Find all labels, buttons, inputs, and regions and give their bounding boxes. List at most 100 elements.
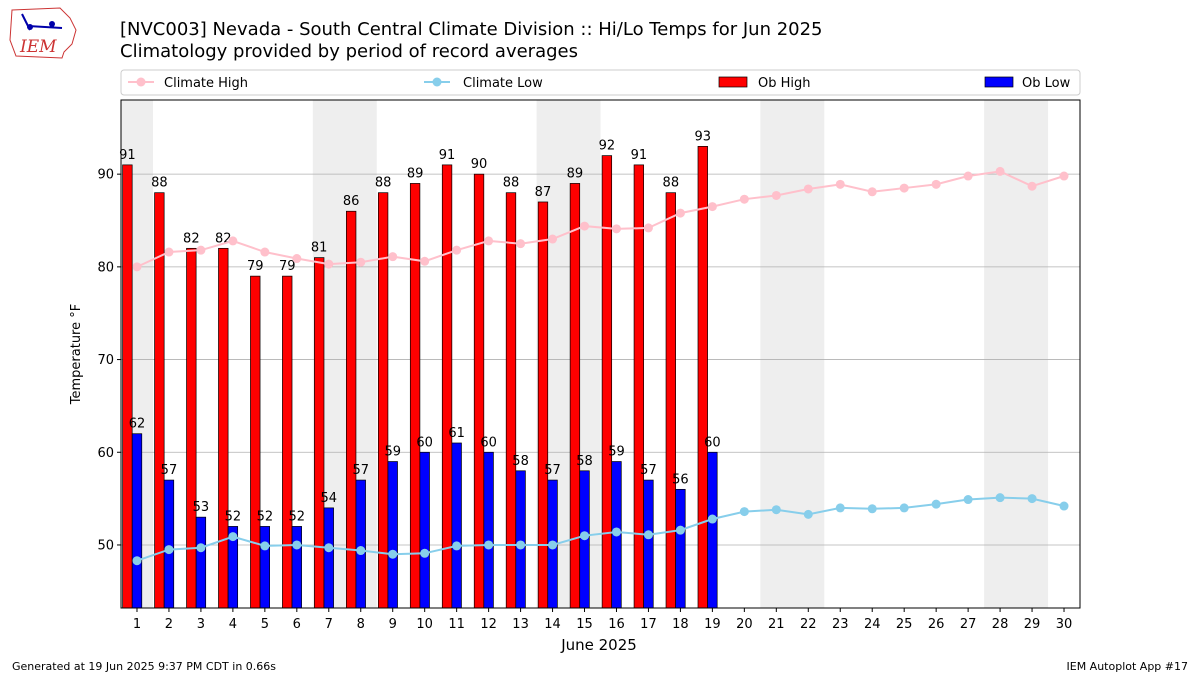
line	[136, 170, 1065, 268]
logo: IEM	[9, 7, 77, 59]
line-point	[963, 495, 973, 505]
bar	[633, 164, 645, 609]
plot-frame	[120, 99, 1081, 609]
bar	[643, 479, 654, 609]
line-point	[292, 540, 302, 550]
bar-label: 60	[416, 435, 433, 450]
bar	[218, 247, 229, 609]
bar	[697, 146, 708, 609]
bar	[259, 526, 270, 609]
line-point	[484, 540, 494, 550]
line-point	[292, 254, 302, 264]
line-point	[867, 504, 877, 514]
line-point	[484, 236, 494, 246]
y-tick-label: 60	[97, 446, 114, 461]
line-point	[228, 236, 238, 246]
line-point	[228, 532, 238, 542]
line-point	[1027, 494, 1037, 504]
line-point	[899, 183, 909, 193]
line-point	[643, 530, 653, 540]
chart-subtitle: Climatology provided by period of record…	[120, 41, 578, 62]
line-point	[611, 527, 621, 537]
bar-label: 60	[480, 435, 497, 450]
bar	[537, 201, 549, 609]
x-tick-label: 4	[229, 617, 237, 632]
line-point	[420, 548, 430, 558]
line-point	[388, 549, 398, 559]
bar	[131, 433, 143, 609]
line-point	[675, 208, 685, 218]
bar	[707, 451, 718, 609]
bar-label: 58	[576, 454, 593, 469]
line-point	[324, 543, 334, 553]
line-point	[835, 503, 845, 513]
line-point	[707, 202, 717, 212]
line-point	[164, 247, 174, 257]
bar	[569, 183, 581, 609]
legend-label: Climate High	[164, 76, 248, 91]
legend-marker	[136, 77, 146, 87]
x-tick-label: 25	[896, 617, 913, 632]
legend-label: Ob High	[758, 76, 811, 91]
line-point	[452, 541, 462, 551]
bar-label: 52	[289, 509, 306, 524]
x-tick-label: 20	[736, 617, 753, 632]
line-point	[132, 556, 142, 566]
bar-label: 56	[672, 472, 689, 487]
bar-label: 79	[279, 259, 296, 274]
bar	[122, 164, 133, 609]
x-tick-label: 17	[640, 617, 657, 632]
bar-label: 57	[161, 463, 178, 478]
legend-swatch	[718, 76, 748, 88]
bar-label: 87	[535, 185, 552, 200]
x-tick-label: 3	[197, 617, 205, 632]
bar-label: 57	[640, 463, 657, 478]
bar	[323, 507, 334, 609]
bar	[291, 526, 302, 609]
bar-label: 52	[257, 509, 274, 524]
bar-label: 91	[119, 148, 136, 163]
x-tick-label: 13	[512, 617, 529, 632]
x-tick-label: 11	[448, 617, 465, 632]
x-tick-label: 16	[608, 617, 625, 632]
line-point	[196, 543, 206, 553]
bar-label: 82	[183, 231, 200, 246]
bar-label: 89	[407, 166, 424, 181]
bar-label: 58	[512, 454, 529, 469]
bar-label: 90	[471, 157, 488, 172]
line-point	[196, 245, 206, 255]
line-point	[260, 247, 270, 257]
line-point	[164, 545, 174, 555]
legend-label: Climate Low	[463, 76, 543, 91]
x-tick-label: 12	[480, 617, 497, 632]
x-tick-label: 24	[864, 617, 881, 632]
bar-label: 60	[704, 435, 721, 450]
bar-label: 92	[599, 139, 616, 154]
x-tick-label: 21	[768, 617, 785, 632]
bar	[473, 173, 485, 609]
bar	[387, 461, 398, 609]
bar	[282, 275, 293, 609]
line-point	[899, 503, 909, 513]
bar	[355, 479, 366, 609]
footer-left: Generated at 19 Jun 2025 9:37 PM CDT in …	[12, 660, 276, 673]
line-point	[356, 546, 366, 556]
bar-label: 61	[448, 426, 465, 441]
x-tick-label: 27	[960, 617, 977, 632]
bar	[250, 275, 261, 609]
bar	[186, 247, 197, 609]
x-tick-label: 15	[576, 617, 593, 632]
line-point	[931, 179, 941, 189]
line-point	[452, 245, 462, 255]
x-tick-label: 2	[165, 617, 173, 632]
line-point	[643, 223, 653, 233]
bar-label: 59	[384, 445, 401, 460]
line-point	[548, 540, 558, 550]
y-tick-label: 50	[97, 538, 114, 553]
chart-title: [NVC003] Nevada - South Central Climate …	[120, 19, 823, 40]
line-point	[771, 190, 781, 200]
x-tick-label: 1	[133, 617, 141, 632]
line-point	[675, 525, 685, 535]
bar-label: 88	[663, 176, 680, 191]
line-point	[580, 221, 590, 231]
